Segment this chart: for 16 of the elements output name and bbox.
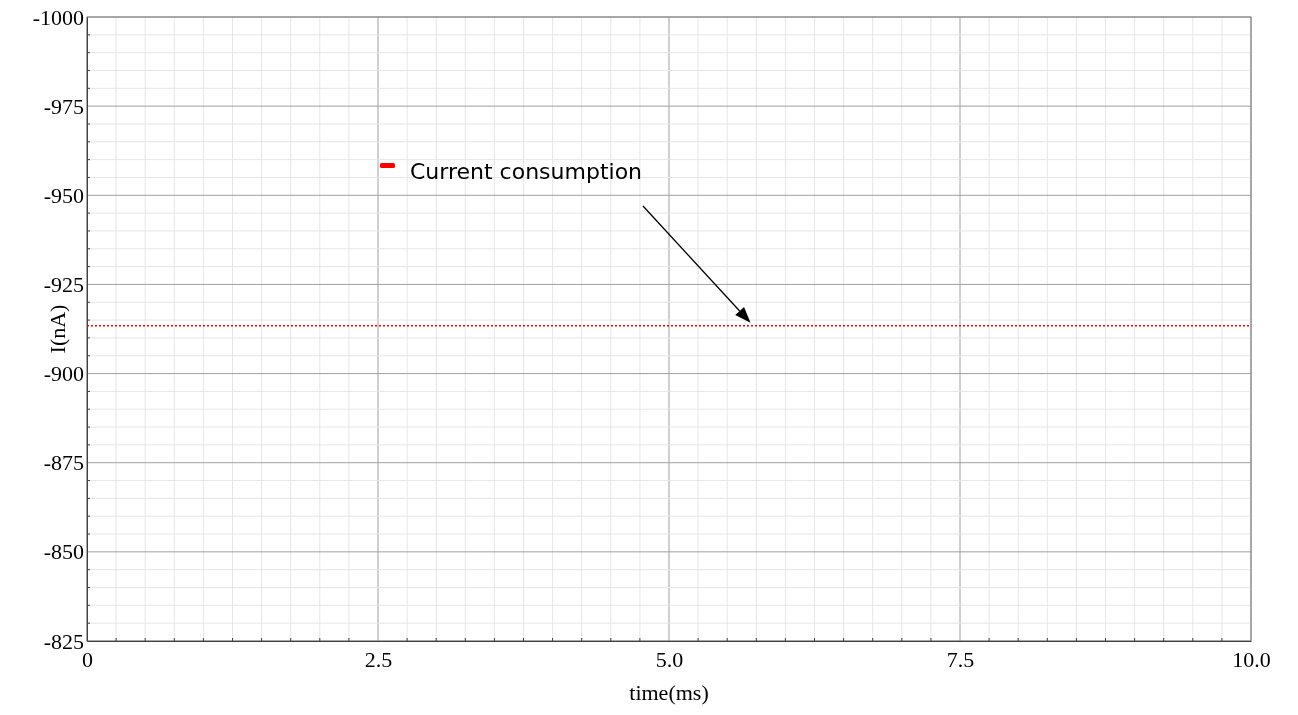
x-tick-label: 0: [82, 646, 93, 672]
y-axis-title: I(nA): [45, 304, 70, 354]
x-tick-label: 5.0: [655, 646, 684, 672]
y-tick-label: -825: [43, 628, 84, 654]
y-tick-label: -850: [43, 539, 84, 565]
y-tick-label: -900: [43, 361, 84, 387]
x-tick-label: 7.5: [946, 646, 975, 672]
y-tick-label: -1000: [32, 4, 84, 30]
y-tick-label: -925: [43, 271, 84, 297]
x-tick-label: 10.0: [1232, 646, 1271, 672]
legend-label: Current consumption: [410, 159, 643, 184]
x-axis-title: time(ms): [629, 680, 709, 705]
y-tick-label: -875: [43, 450, 84, 476]
y-tick-label: -975: [43, 93, 84, 119]
y-tick-label: -950: [43, 182, 84, 208]
x-tick-label: 2.5: [364, 646, 393, 672]
